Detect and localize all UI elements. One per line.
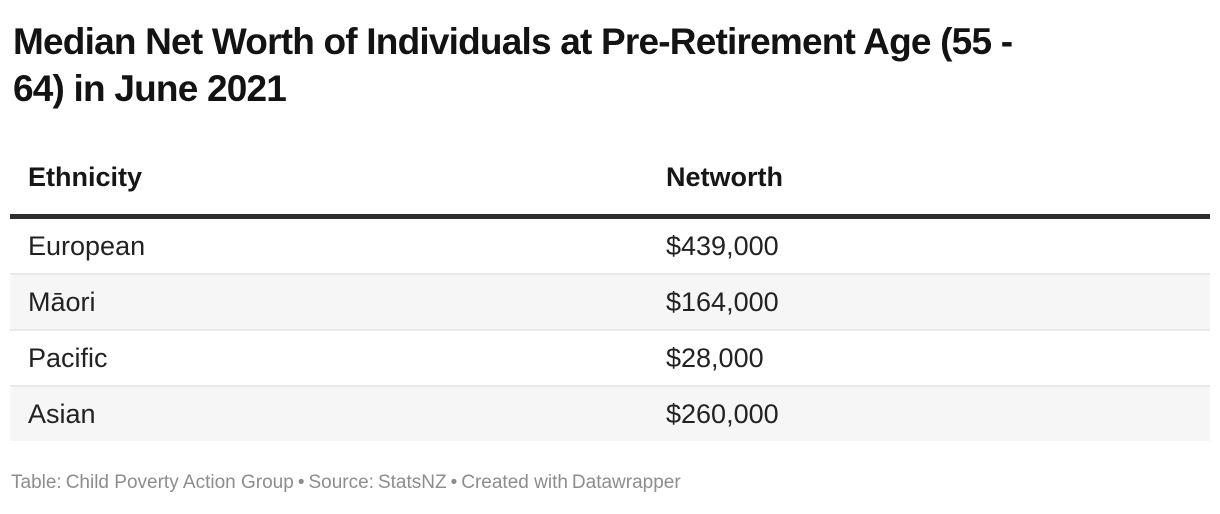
chart-footer: Table: Child Poverty Action Group • Source:… <box>11 471 1210 495</box>
footer-table-label: Table: <box>11 472 62 493</box>
footer-table-credit: Child Poverty Action Group <box>65 472 294 493</box>
chart-title: Median Net Worth of Individuals at Pre-R… <box>13 18 1210 112</box>
footer-datawrapper-link[interactable]: Datawrapper <box>571 472 681 493</box>
table-cell-ethnicity: Pacific <box>10 329 648 386</box>
footer-source-label: Source: <box>308 472 374 493</box>
chart-title-line-1: Median Net Worth of Individuals at Pre-R… <box>13 21 1013 62</box>
data-table: Ethnicity Networth European $439,000 Māo… <box>10 112 1210 441</box>
table-cell-ethnicity: European <box>28 231 146 261</box>
table-cell-ethnicity: Māori <box>10 273 648 330</box>
footer-bullet-separator: • <box>450 472 458 493</box>
chart-title-line-2: 64) in June 2021 <box>13 68 287 109</box>
table-row: European $439,000 <box>10 217 1210 275</box>
table-cell-networth: $28,000 <box>648 329 1210 386</box>
column-header-ethnicity: Ethnicity <box>10 112 648 219</box>
footer-source-link[interactable]: StatsNZ <box>377 472 447 493</box>
footer-created-label: Created with <box>461 472 568 493</box>
table-row: Māori $164,000 <box>10 273 1210 330</box>
table-row: Asian $260,000 <box>10 385 1210 441</box>
footer-bullet-separator: • <box>297 472 305 493</box>
table-cell-networth: $260,000 <box>648 385 1210 441</box>
table-cell-ethnicity: Asian <box>10 385 648 441</box>
table-row: Pacific $28,000 <box>10 329 1210 386</box>
table-cell-networth: $439,000 <box>666 231 779 261</box>
table-cell-networth: $164,000 <box>648 273 1210 330</box>
column-header-networth: Networth <box>648 112 1210 219</box>
table-header-row: Ethnicity Networth <box>10 112 1210 219</box>
